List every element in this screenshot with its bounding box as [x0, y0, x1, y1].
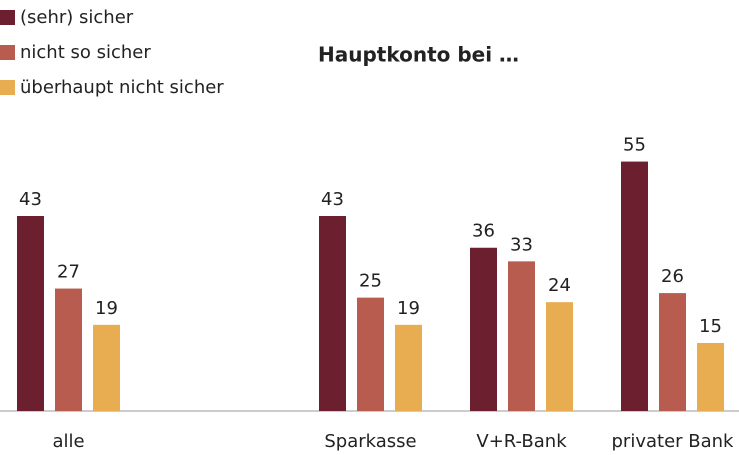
legend-label: überhaupt nicht sicher — [20, 77, 224, 98]
data-label: 24 — [548, 275, 571, 296]
bar — [319, 216, 346, 411]
bar — [697, 342, 724, 411]
legend-label: (sehr) sicher — [20, 7, 134, 28]
data-label: 26 — [661, 266, 684, 287]
legend-swatch — [0, 10, 15, 25]
data-label: 19 — [397, 298, 420, 319]
x-tick-label: privater Bank — [612, 431, 735, 452]
bar — [55, 288, 82, 411]
data-label: 33 — [510, 234, 533, 255]
bar — [659, 293, 686, 411]
data-label: 43 — [321, 189, 344, 210]
data-label: 15 — [699, 316, 722, 337]
legend-swatch — [0, 45, 15, 60]
bar — [546, 302, 573, 411]
bar — [508, 261, 535, 411]
bar — [93, 324, 120, 411]
data-label: 25 — [359, 271, 382, 292]
data-label: 19 — [95, 298, 118, 319]
bar — [470, 247, 497, 411]
legend-swatch — [0, 80, 15, 95]
x-tick-label: alle — [52, 431, 84, 452]
data-label: 36 — [472, 221, 495, 242]
bar — [395, 324, 422, 411]
bar — [17, 216, 44, 411]
chart-title: Hauptkonto bei … — [318, 43, 519, 67]
bar — [621, 161, 648, 411]
bar — [357, 297, 384, 411]
data-label: 27 — [57, 262, 80, 283]
data-label: 43 — [19, 189, 42, 210]
x-tick-label: Sparkasse — [324, 431, 416, 452]
data-label: 55 — [623, 135, 646, 156]
legend-label: nicht so sicher — [20, 42, 151, 63]
x-tick-label: V+R-Bank — [476, 431, 567, 452]
